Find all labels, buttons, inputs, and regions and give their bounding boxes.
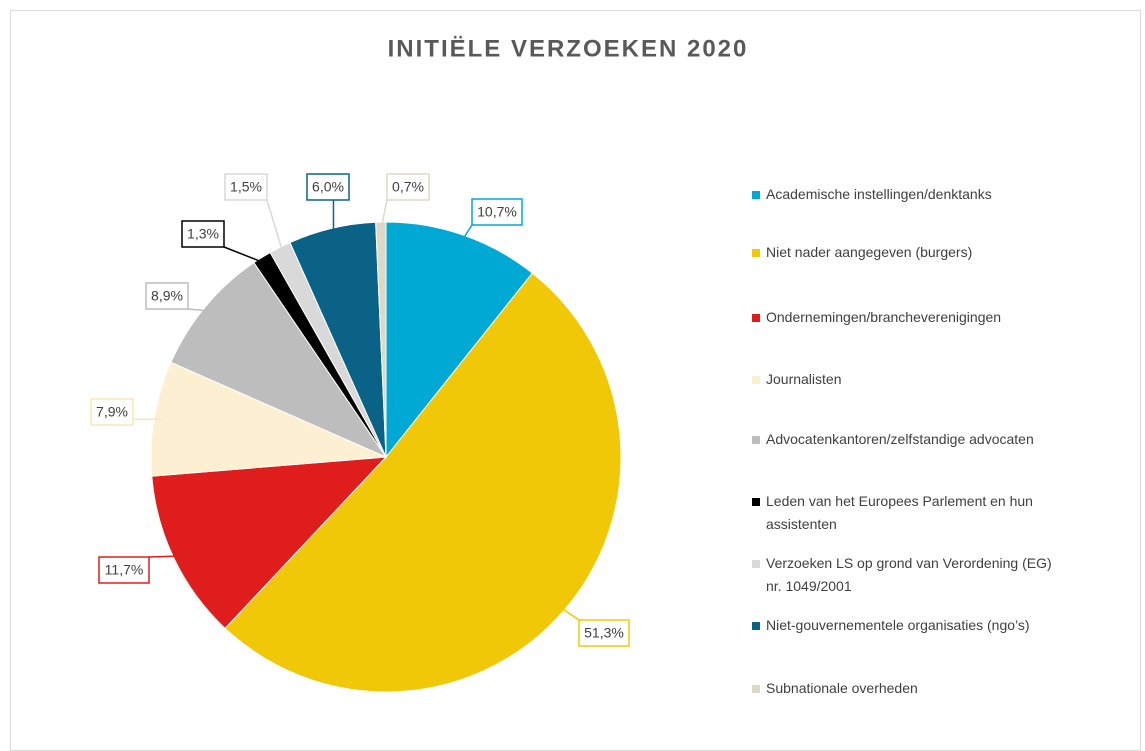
chart-title: INITIËLE VERZOEKEN 2020: [388, 35, 749, 62]
legend-label: Ondernemingen/brancheverenigingen: [766, 309, 1002, 325]
data-label: 1,5%: [230, 179, 262, 195]
data-label: 10,7%: [477, 204, 517, 220]
legend-item: Leden van het Europees Parlement en hun …: [752, 490, 1056, 536]
legend-item: Niet nader aangegeven (burgers): [752, 241, 1056, 264]
legend-item: Journalisten: [752, 368, 1056, 391]
legend-item: Verzoeken LS op grond van Verordening (E…: [752, 552, 1056, 598]
data-label: 1,3%: [187, 226, 219, 242]
leader-line: [557, 605, 580, 621]
data-label: 7,9%: [96, 404, 128, 420]
legend-swatch: [752, 376, 760, 384]
pie-slice: [150, 361, 387, 477]
legend-swatch: [752, 249, 760, 257]
leader-line: [187, 308, 211, 312]
data-label-box: [181, 220, 225, 248]
legend-item: Advocatenkantoren/zelfstandige advocaten: [752, 428, 1056, 451]
leader-line: [266, 199, 284, 254]
legend-label: Verzoeken LS op grond van Verordening (E…: [766, 555, 1052, 594]
data-label-box: [471, 198, 523, 226]
legend-swatch: [752, 436, 760, 444]
leader-line: [380, 199, 388, 230]
legend-swatch: [752, 498, 760, 506]
data-label: 8,9%: [151, 288, 183, 304]
pie-slice: [170, 261, 388, 459]
data-label-box: [306, 173, 350, 201]
legend-item: Niet-gouvernementele organisaties (ngo’s…: [752, 614, 1056, 637]
legend-label: Journalisten: [766, 371, 842, 387]
legend-label: Subnationale overheden: [766, 680, 918, 696]
legend-swatch: [752, 191, 760, 199]
legend-swatch: [752, 685, 760, 693]
pie-slice: [375, 221, 387, 458]
legend-item: Subnationale overheden: [752, 677, 1056, 700]
leader-line: [460, 224, 473, 243]
legend-label: Advocatenkantoren/zelfstandige advocaten: [766, 431, 1034, 447]
data-label-box: [90, 398, 134, 426]
data-label: 6,0%: [312, 179, 344, 195]
legend-label: Academische instellingen/denktanks: [766, 186, 992, 202]
legend-swatch: [752, 314, 760, 322]
legend-swatch: [752, 622, 760, 630]
data-label-box: [386, 173, 430, 201]
pie-slice: [224, 272, 622, 693]
legend-label: Niet nader aangegeven (burgers): [766, 244, 973, 260]
data-label-box: [98, 556, 150, 584]
pie-slice: [151, 456, 388, 630]
leader-line: [148, 555, 181, 558]
data-label: 11,7%: [105, 562, 144, 578]
legend-label: Niet-gouvernementele organisaties (ngo’s…: [766, 617, 1030, 633]
data-label-box: [224, 173, 268, 201]
data-label-box: [578, 619, 630, 647]
legend-item: Academische instellingen/denktanks: [752, 183, 1056, 206]
leader-line: [223, 246, 266, 265]
data-label-box: [145, 282, 189, 310]
data-label: 51,3%: [584, 625, 624, 641]
data-label: 0,7%: [392, 179, 424, 195]
legend-label: Leden van het Europees Parlement en hun …: [766, 493, 1033, 532]
legend-swatch: [752, 560, 760, 568]
pie-slice: [385, 221, 534, 459]
legend-item: Ondernemingen/brancheverenigingen: [752, 306, 1056, 329]
